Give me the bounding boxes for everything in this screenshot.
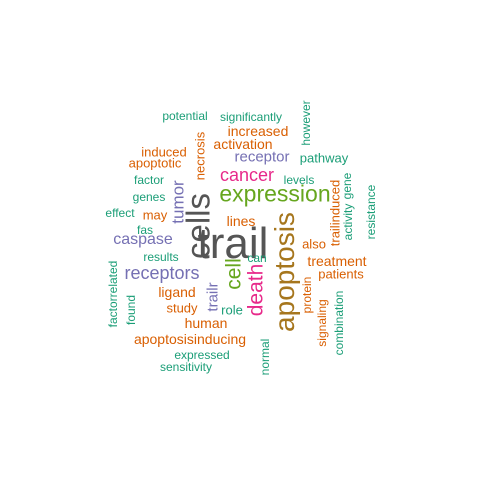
word-results: results xyxy=(143,250,179,264)
word-increased: increased xyxy=(227,123,289,139)
word-trail: trail xyxy=(197,219,269,268)
word-lines: lines xyxy=(226,213,256,229)
word-activity: activity xyxy=(341,203,355,241)
word-also: also xyxy=(302,236,326,252)
word-pathway: pathway xyxy=(299,150,349,166)
word-role: role xyxy=(221,302,243,318)
word-cell: cell xyxy=(222,258,246,290)
word-protein: protein xyxy=(300,276,314,314)
word-factor: factor xyxy=(133,173,165,187)
word-caspase: caspase xyxy=(113,231,173,248)
word-may: may xyxy=(142,207,168,223)
word-resistance: resistance xyxy=(364,184,378,240)
word-significantly: significantly xyxy=(219,110,283,124)
word-can: can xyxy=(247,251,267,265)
word-tumor: tumor xyxy=(168,180,188,224)
word-treatment: treatment xyxy=(307,253,367,269)
word-receptor: receptor xyxy=(234,148,290,166)
word-ligand: ligand xyxy=(158,284,196,300)
word-genes: genes xyxy=(132,190,166,204)
word-expression: expression xyxy=(219,180,331,207)
word-apoptotic: apoptotic xyxy=(128,155,182,171)
word-potential: potential xyxy=(162,109,208,123)
word-gene: gene xyxy=(340,172,354,200)
word-normal: normal xyxy=(258,338,272,376)
word-found: found xyxy=(124,294,138,326)
word-signaling: signaling xyxy=(315,299,329,347)
word-human: human xyxy=(184,315,228,331)
word-activation: activation xyxy=(213,136,273,152)
word-necrosis: necrosis xyxy=(192,131,208,181)
word-induced: induced xyxy=(141,144,187,160)
word-effect: effect xyxy=(105,206,135,220)
word-patients: patients xyxy=(318,266,364,282)
word-apoptosisinducing: apoptosisinducing xyxy=(133,331,247,347)
word-trailr: trailr xyxy=(204,282,222,312)
word-cancer: cancer xyxy=(219,165,275,185)
word-fas: fas xyxy=(136,223,154,237)
word-receptors: receptors xyxy=(124,263,200,283)
word-combination: combination xyxy=(332,290,346,356)
word-expressed: expressed xyxy=(174,348,230,362)
word-apoptosis: apoptosis xyxy=(269,212,300,332)
word-however: however xyxy=(299,100,313,146)
word-levels: levels xyxy=(283,173,315,187)
word-sensitivity: sensitivity xyxy=(159,360,213,374)
word-death: death xyxy=(244,263,268,317)
word-factorrelated: factorrelated xyxy=(106,260,120,328)
word-study: study xyxy=(166,300,198,316)
